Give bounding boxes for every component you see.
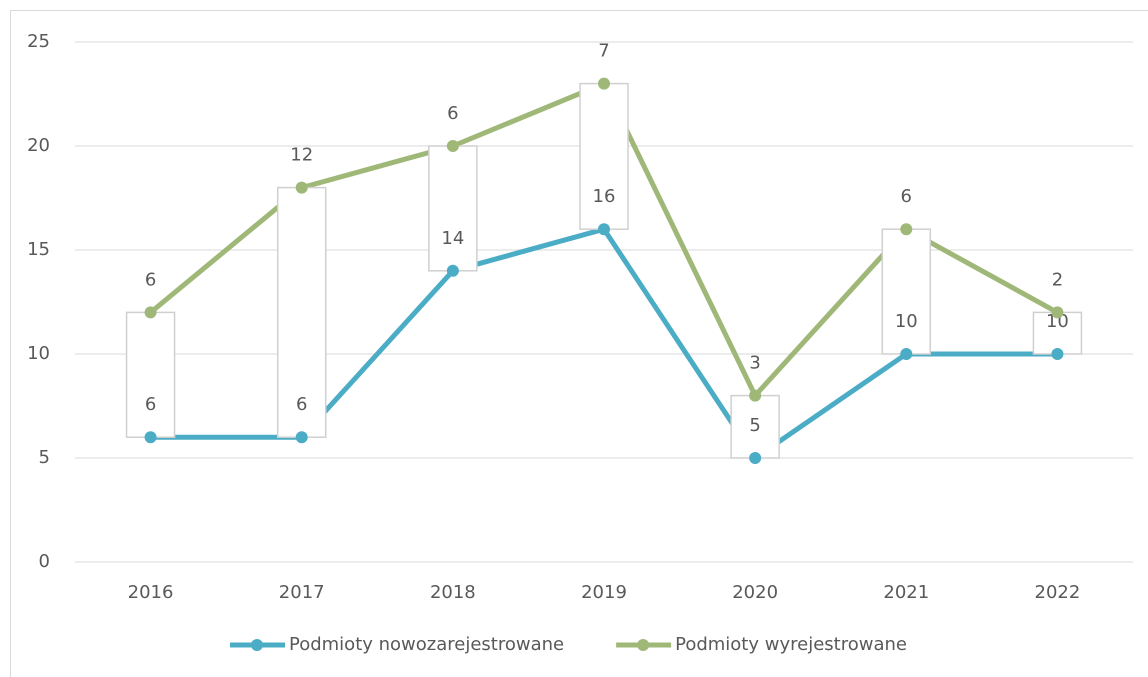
legend-marker [251,639,263,651]
data-label: 5 [749,415,760,436]
data-label: 12 [290,145,313,166]
data-label: 10 [895,311,918,332]
data-label: 2 [1052,269,1063,290]
point [900,348,913,360]
data-label: 10 [1046,311,1069,332]
x-tick-label: 2021 [883,582,929,603]
point [598,223,610,236]
data-label: 6 [145,394,156,415]
y-tick-label: 20 [27,135,50,156]
x-tick-label: 2022 [1035,582,1081,603]
x-tick-label: 2020 [732,582,778,603]
x-tick-label: 2018 [430,582,476,603]
point [144,431,157,444]
y-tick-label: 5 [39,447,50,468]
data-label: 6 [447,103,458,124]
point [1051,348,1064,360]
up-down-bar [428,145,478,272]
up-down-bar [730,394,780,459]
x-tick-label: 2019 [581,582,627,603]
legend-marker [637,639,650,651]
point [900,223,913,236]
point [295,181,308,194]
x-tick-label: 2017 [279,582,325,603]
point [144,306,157,319]
up-down-bar [579,82,629,230]
point [749,452,762,464]
data-label: 7 [598,41,609,62]
up-down-bar [125,311,176,438]
point [295,431,308,444]
chart-frame [10,10,1148,677]
data-label: 16 [593,186,616,207]
x-tick-label: 2016 [128,582,174,603]
point [1051,306,1064,319]
y-tick-label: 0 [39,551,50,572]
data-label: 6 [901,186,912,207]
legend-label: Podmioty nowozarejestrowane [289,634,564,655]
y-tick-label: 10 [27,343,50,364]
legend-label: Podmioty wyrejestrowane [675,634,907,655]
point [446,264,459,277]
point [749,389,762,402]
y-tick-label: 15 [27,239,50,260]
data-label: 6 [296,394,307,415]
point [446,140,459,152]
point [598,77,610,90]
data-label: 14 [441,228,464,249]
y-tick-label: 25 [27,31,50,52]
data-label: 3 [749,353,760,374]
up-down-bar [881,228,932,355]
data-label: 6 [145,269,156,290]
